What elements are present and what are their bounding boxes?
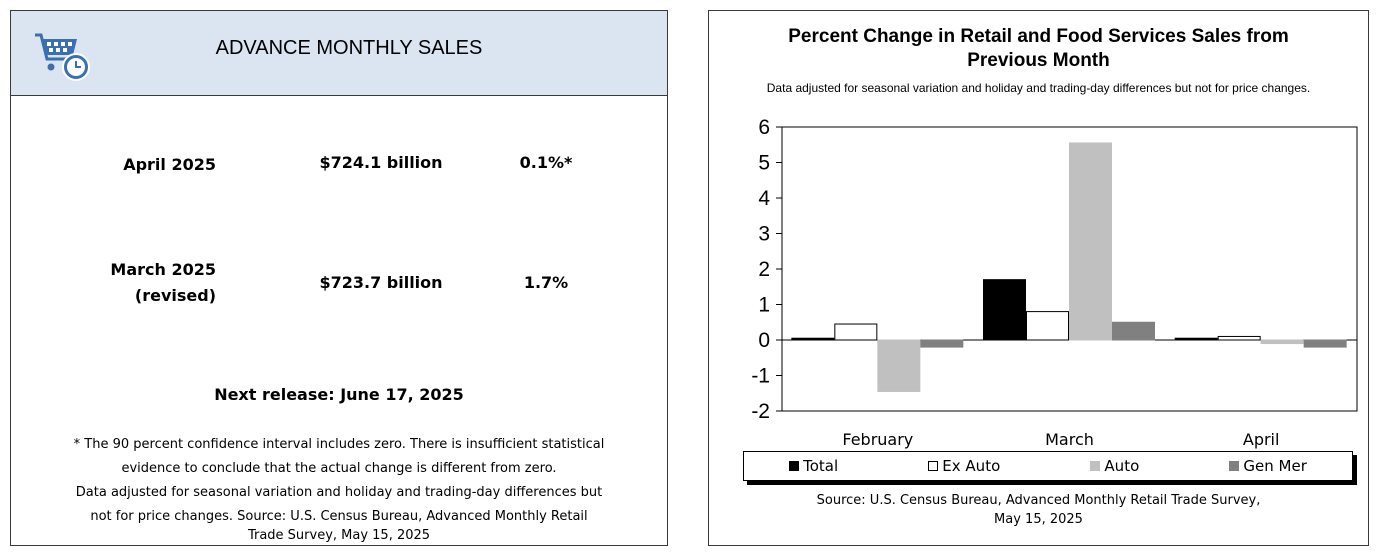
chart-source-line-2: May 15, 2025 <box>994 512 1083 527</box>
x-tick-label: March <box>1045 430 1094 449</box>
panel-header: ADVANCE MONTHLY SALES <box>11 11 667 96</box>
y-tick-label: 2 <box>758 258 770 281</box>
bar-april-auto <box>1260 339 1304 345</box>
shopping-cart-clock-icon <box>35 33 90 81</box>
bar-march-ex-auto <box>1026 311 1069 341</box>
bar-april-total <box>1174 337 1218 341</box>
bar-february-total <box>791 337 835 341</box>
bar-chart: 6 5 4 3 2 1 0 -1 -2 February March April <box>751 116 1358 449</box>
bar-april-ex-auto <box>1217 335 1261 341</box>
march-label: March 2025 <box>110 260 216 279</box>
april-amount: $724.1 billion <box>319 153 443 172</box>
y-tick-label: 6 <box>758 116 770 139</box>
legend-label: Ex Auto <box>942 457 1001 475</box>
chart-title: Percent Change in Retail and Food Servic… <box>788 26 1289 71</box>
bar-march-total <box>983 279 1026 341</box>
legend-swatch <box>1229 461 1240 471</box>
chart-source: Source: U.S. Census Bureau, Advanced Mon… <box>709 491 1368 529</box>
chart-panel: Percent Change in Retail and Food Servic… <box>708 10 1369 546</box>
y-tick-label: -2 <box>751 400 770 423</box>
footnote-line-1: * The 90 percent confidence interval inc… <box>73 437 605 452</box>
y-tick-label: 5 <box>758 152 770 175</box>
chart-legend: Total Ex Auto Auto Gen Mer <box>743 451 1353 481</box>
advance-monthly-sales-panel: ADVANCE MONTHLY SALES April 2025 $724.1 … <box>10 10 668 546</box>
panel-title: ADVANCE MONTHLY SALES <box>215 37 483 59</box>
legend-swatch <box>789 461 800 471</box>
april-change: 0.1%* <box>519 153 573 172</box>
march-revised-label: (revised) <box>134 286 216 305</box>
footnote-line-5: Trade Survey, May 15, 2025 <box>247 528 431 543</box>
footnote-line-2: evidence to conclude that the actual cha… <box>121 461 557 476</box>
bar-february-auto <box>877 339 921 392</box>
footnote-line-4: not for price changes. Source: U.S. Cens… <box>90 509 588 524</box>
y-tick-label: -1 <box>751 365 770 388</box>
bar-february-ex-auto <box>834 323 878 341</box>
next-release-date: Next release: June 17, 2025 <box>214 385 464 404</box>
y-tick-label: 1 <box>758 294 770 317</box>
march-amount: $723.7 billion <box>319 273 443 292</box>
legend-item: Auto <box>1090 457 1139 475</box>
x-tick-label: February <box>842 430 913 449</box>
legend-item: Ex Auto <box>928 457 1000 475</box>
legend-item: Total <box>789 457 838 475</box>
legend-item: Gen Mer <box>1229 457 1307 475</box>
march-change: 1.7% <box>523 273 569 292</box>
bar-april-gen-mer <box>1303 339 1347 348</box>
bar-march-gen-mer <box>1112 321 1155 341</box>
y-tick-label: 3 <box>758 223 770 246</box>
bar-march-auto <box>1069 142 1112 341</box>
y-tick-label: 0 <box>758 329 770 352</box>
legend-swatch <box>928 461 939 471</box>
bar-february-gen-mer <box>920 339 964 348</box>
legend-swatch <box>1090 461 1101 471</box>
y-tick-label: 4 <box>758 187 770 210</box>
legend-label: Total <box>803 457 839 475</box>
x-tick-label: April <box>1243 430 1280 449</box>
legend-label: Auto <box>1104 457 1140 475</box>
footnote-line-3: Data adjusted for seasonal variation and… <box>75 485 603 500</box>
april-label: April 2025 <box>123 155 216 174</box>
chart-subtitle: Data adjusted for seasonal variation and… <box>766 81 1311 95</box>
legend-label: Gen Mer <box>1243 457 1307 475</box>
chart-source-line-1: Source: U.S. Census Bureau, Advanced Mon… <box>816 493 1261 508</box>
